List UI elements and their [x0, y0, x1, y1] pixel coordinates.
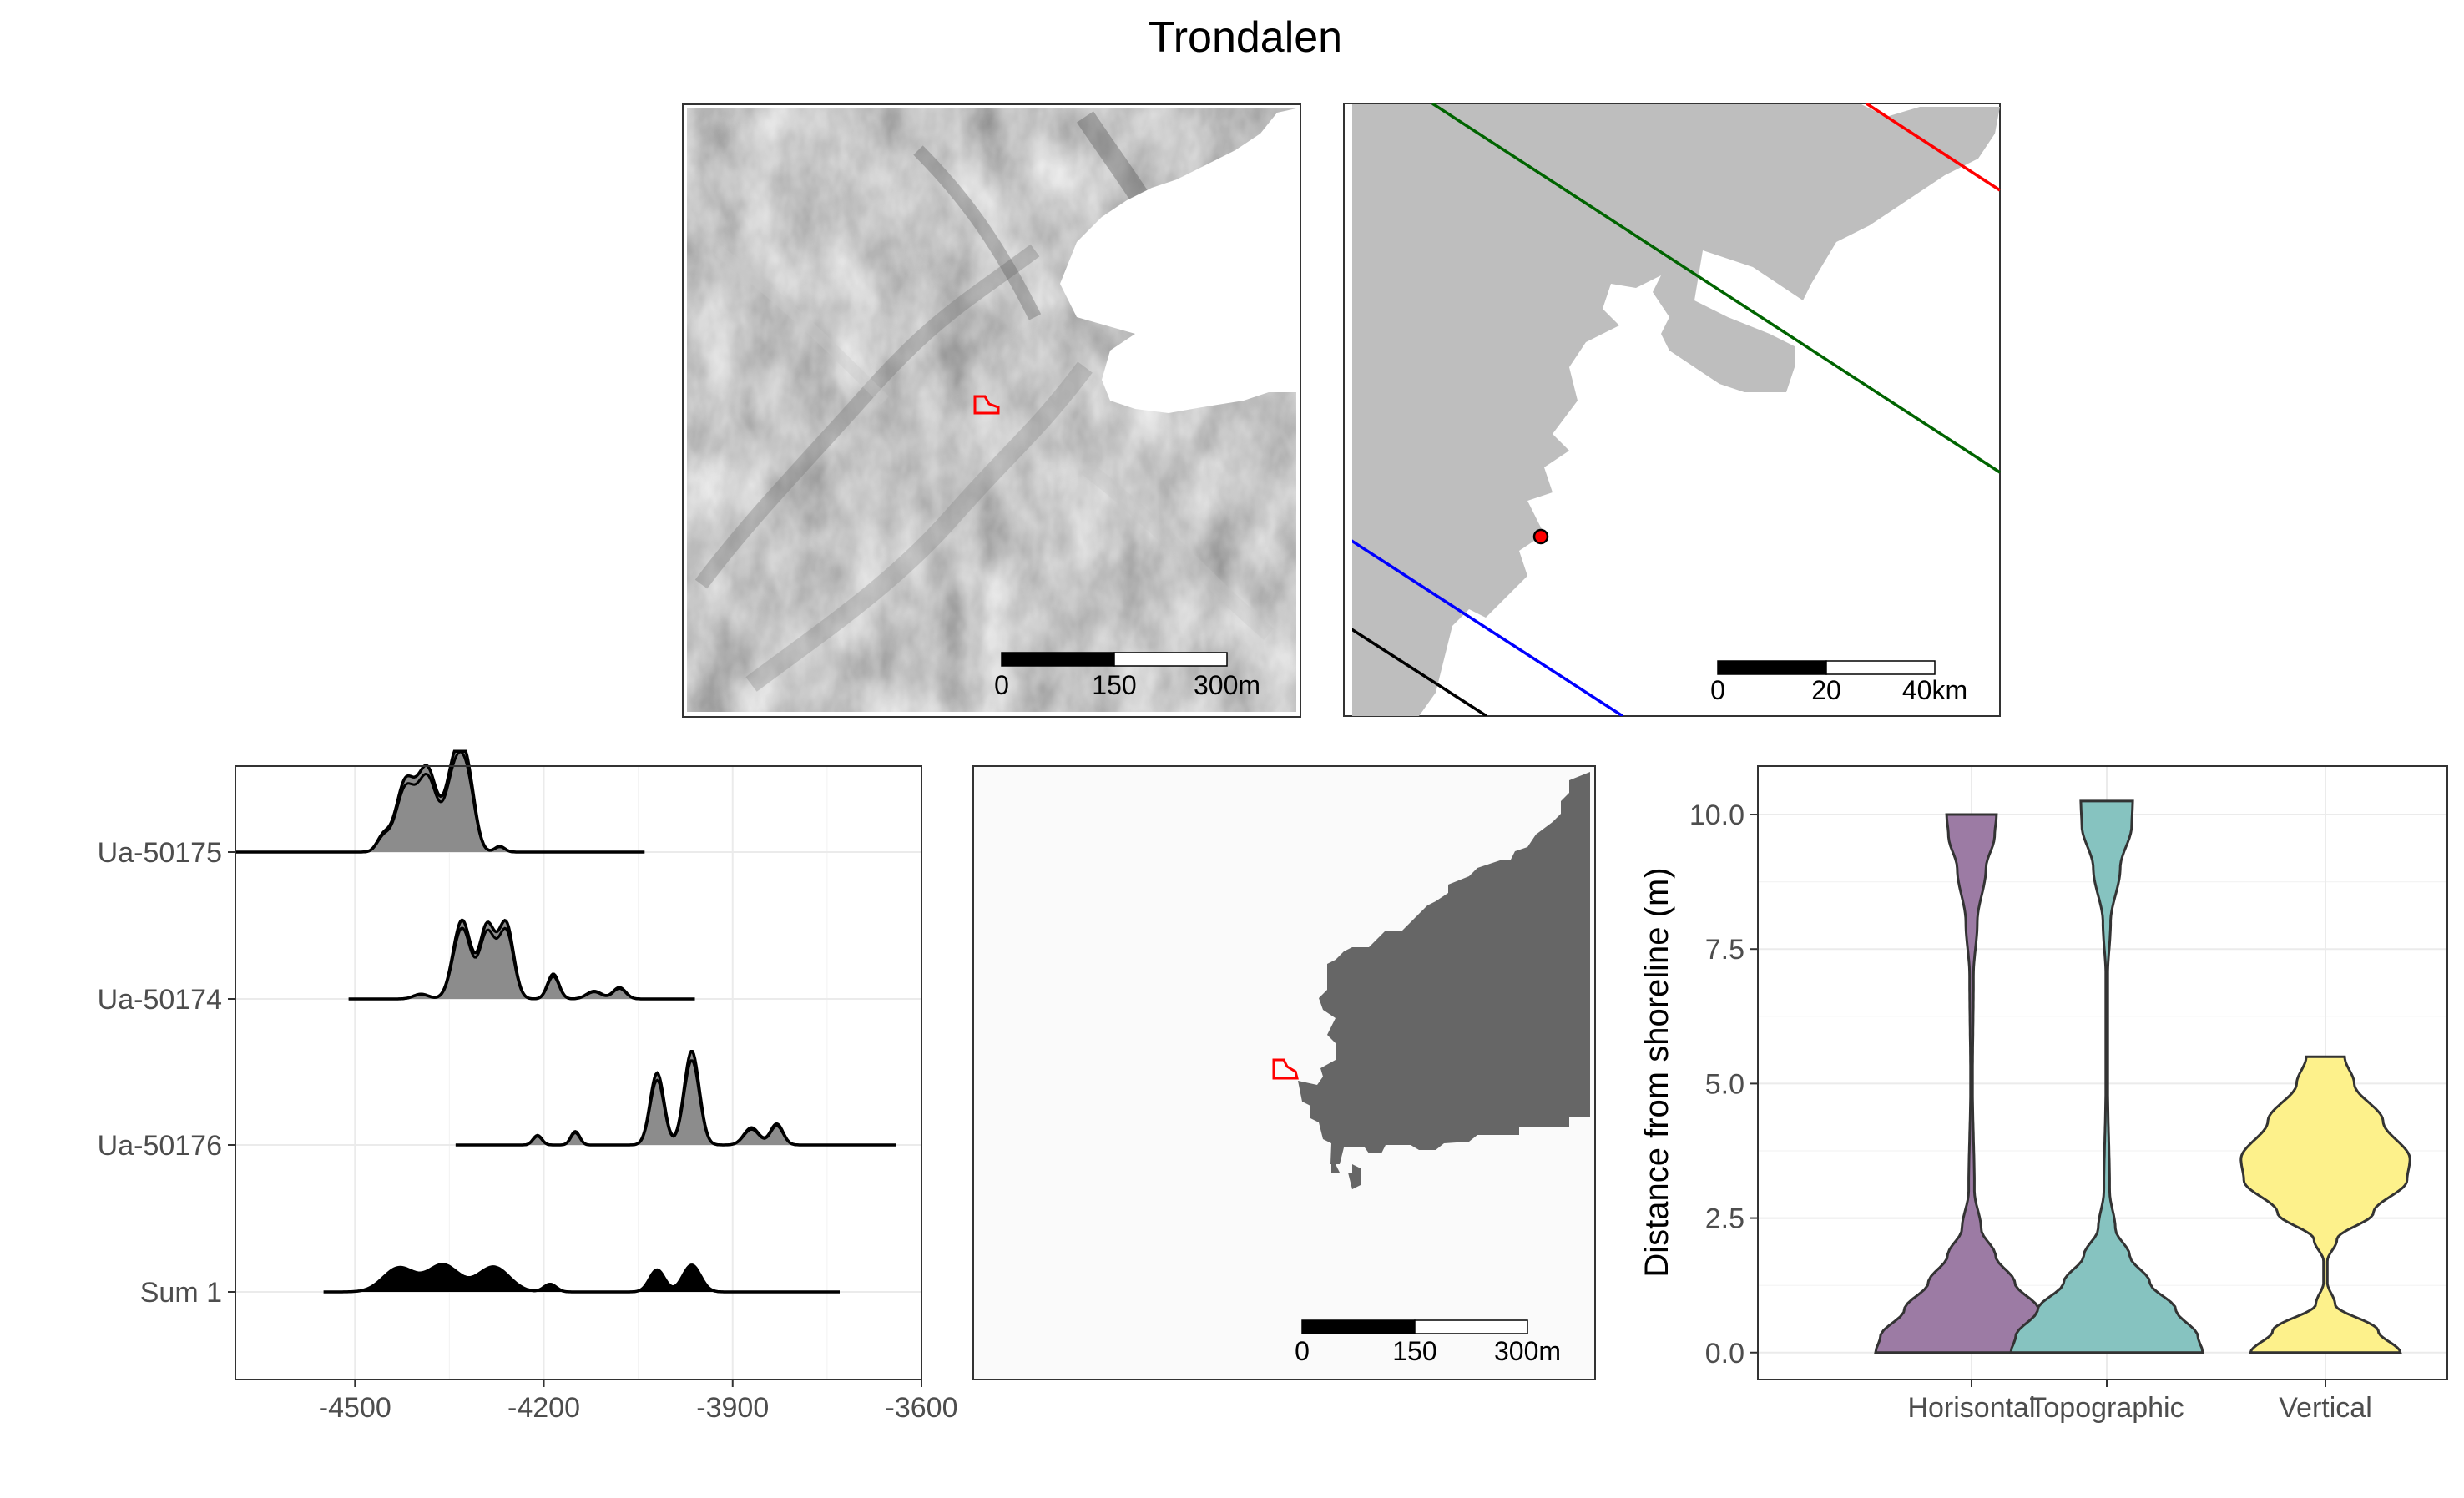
site-outline — [1272, 1058, 1299, 1080]
y-tick-label: 5.0 — [1705, 1068, 1744, 1100]
sea-area — [1298, 772, 1590, 1189]
scale-label-0: 0 — [1710, 675, 1725, 705]
fjord-inlet — [1628, 367, 1678, 434]
y-tick-label: 2.5 — [1705, 1203, 1744, 1235]
radiocarbon-ridgeline-chart: Ua-50175 Ua-50174 Ua-50176 Sum 1 -4500 -4200… — [98, 749, 958, 1424]
ridge-area-Sum 1 — [323, 1264, 841, 1292]
scale-bar: 0 20 40km — [1710, 660, 1967, 705]
ridgeline-plot-frame — [235, 765, 922, 1380]
overview-map-panel: 0 20 40km — [1343, 103, 2001, 717]
x-tick-label: -4200 — [507, 1392, 580, 1424]
x-tick-label: Horisontal — [1907, 1392, 2035, 1424]
scale-label-1: 150 — [1392, 1336, 1436, 1366]
violin-Topographic — [2009, 799, 2204, 1354]
y-tick-label: 10.0 — [1689, 799, 1744, 831]
y-tick-label: Sum 1 — [140, 1277, 222, 1309]
isobase-line-black — [1352, 628, 1487, 716]
ridge-curve-Ua-50175 — [235, 749, 645, 854]
x-tick-label: Topographic — [2029, 1392, 2184, 1424]
site-location-point — [1532, 528, 1549, 545]
lake-water — [1060, 108, 1296, 413]
scale-bar: 0 150 300m — [994, 652, 1260, 700]
x-tick-label: Vertical — [2279, 1392, 2372, 1424]
ridge-curve-Ua-50174 — [348, 918, 695, 1001]
fjord-inlet — [1694, 250, 1836, 351]
scale-label-2: 40km — [1902, 675, 1967, 705]
figure-title: Trondalen — [1149, 13, 1342, 62]
x-tick-label: -4500 — [319, 1392, 391, 1424]
fjord-inlet — [1561, 451, 1603, 492]
ridge-curve-Ua-50176 — [455, 1049, 896, 1147]
sea-level-map-panel: 0 150 300m — [972, 765, 1596, 1380]
scale-label-0: 0 — [994, 670, 1009, 700]
isobase-line-blue — [1352, 539, 1623, 716]
violin-Vertical — [2239, 1055, 2411, 1354]
scale-label-2: 300m — [1194, 670, 1260, 700]
scale-bar: 0 150 300m — [1295, 1319, 1561, 1366]
site-outline — [973, 395, 1000, 415]
scale-label-1: 20 — [1811, 675, 1841, 705]
violin-shapes — [1874, 799, 2411, 1354]
scale-label-1: 150 — [1092, 670, 1136, 700]
y-tick-label: Ua-50176 — [98, 1130, 222, 1162]
y-tick-label: 0.0 — [1705, 1338, 1744, 1369]
violin-y-axis-label: Distance from shoreline (m) — [1638, 867, 1675, 1277]
land-mass — [1352, 104, 2000, 716]
y-tick-label: Ua-50174 — [98, 984, 222, 1016]
y-tick-label: 7.5 — [1705, 934, 1744, 966]
ridge-curve-Sum 1 — [323, 1263, 840, 1294]
hillshade-map-panel: 0 150 300m — [682, 103, 1301, 718]
ridgeline-x-tick-labels: -4500 -4200 -3900 -3600 — [319, 1379, 958, 1424]
ridgeline-curves — [235, 749, 896, 1294]
isobase-line-red — [1866, 103, 2001, 192]
x-tick-label: -3600 — [886, 1392, 958, 1424]
ridgeline-y-tick-labels: Ua-50175 Ua-50174 Ua-50176 Sum 1 — [98, 837, 235, 1309]
x-tick-label: -3900 — [696, 1392, 769, 1424]
scale-label-2: 300m — [1494, 1336, 1561, 1366]
y-tick-label: Ua-50175 — [98, 837, 222, 869]
scale-label-0: 0 — [1295, 1336, 1310, 1366]
violin-y-tick-labels: 0.0 2.5 5.0 7.5 10.0 — [1689, 799, 1758, 1369]
isobase-line-green — [1431, 103, 2001, 474]
violin-Horisontal — [1874, 813, 2069, 1354]
